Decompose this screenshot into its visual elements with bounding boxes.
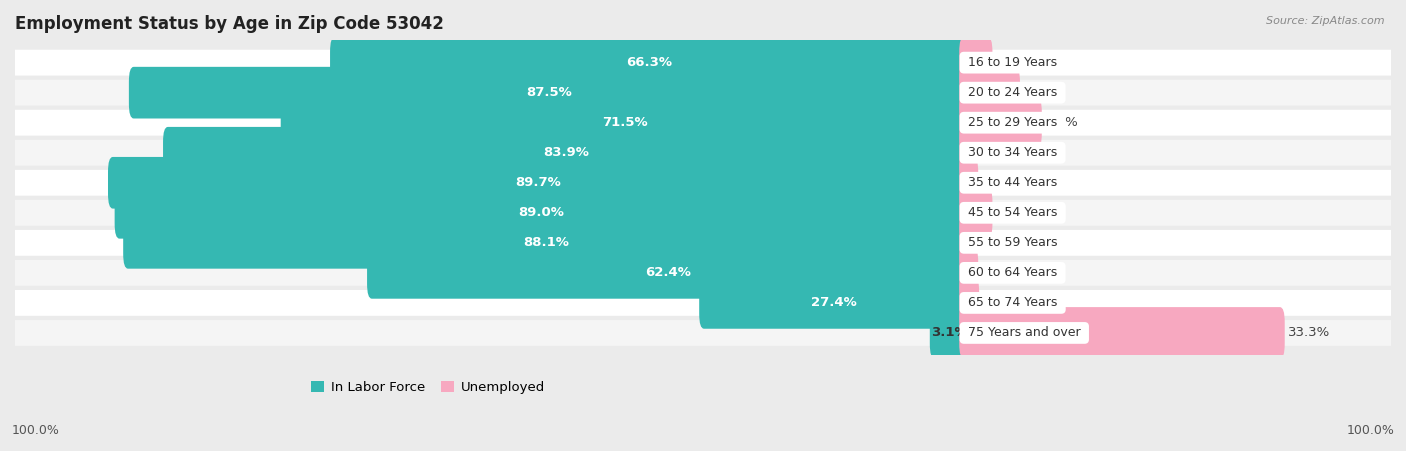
Text: 55 to 59 Years: 55 to 59 Years [965,236,1062,249]
Text: 1.1%: 1.1% [981,296,1015,309]
FancyBboxPatch shape [330,37,969,88]
FancyBboxPatch shape [15,260,1391,286]
Text: 7.7%: 7.7% [1045,116,1078,129]
Legend: In Labor Force, Unemployed: In Labor Force, Unemployed [305,376,550,399]
Text: 1.0%: 1.0% [981,176,1015,189]
Text: 100.0%: 100.0% [1347,424,1395,437]
FancyBboxPatch shape [959,157,979,209]
Text: 45 to 54 Years: 45 to 54 Years [965,206,1062,219]
Text: 33.3%: 33.3% [1288,327,1330,340]
FancyBboxPatch shape [15,50,1391,76]
FancyBboxPatch shape [15,110,1391,136]
Text: 60 to 64 Years: 60 to 64 Years [965,267,1062,279]
Text: 2.5%: 2.5% [995,56,1029,69]
Text: 3.1%: 3.1% [931,327,967,340]
FancyBboxPatch shape [15,200,1391,226]
Text: 1.0%: 1.0% [981,267,1015,279]
Text: 20 to 24 Years: 20 to 24 Years [965,86,1062,99]
FancyBboxPatch shape [959,247,979,299]
FancyBboxPatch shape [15,290,1391,316]
Text: 0.5%: 0.5% [976,146,1010,159]
Text: 71.5%: 71.5% [602,116,648,129]
Text: 88.1%: 88.1% [523,236,569,249]
Text: 35 to 44 Years: 35 to 44 Years [965,176,1062,189]
Text: 2.5%: 2.5% [995,206,1029,219]
FancyBboxPatch shape [163,127,969,179]
Text: Source: ZipAtlas.com: Source: ZipAtlas.com [1267,16,1385,26]
Text: 0.5%: 0.5% [976,236,1010,249]
Text: 89.0%: 89.0% [519,206,565,219]
Text: 27.4%: 27.4% [811,296,856,309]
Text: 16 to 19 Years: 16 to 19 Years [965,56,1062,69]
Text: Employment Status by Age in Zip Code 53042: Employment Status by Age in Zip Code 530… [15,15,444,33]
Text: 87.5%: 87.5% [526,86,572,99]
FancyBboxPatch shape [959,307,1285,359]
FancyBboxPatch shape [959,277,979,329]
FancyBboxPatch shape [959,187,993,239]
FancyBboxPatch shape [959,127,973,179]
FancyBboxPatch shape [108,157,969,209]
FancyBboxPatch shape [129,67,969,119]
FancyBboxPatch shape [959,217,973,269]
FancyBboxPatch shape [124,217,969,269]
FancyBboxPatch shape [699,277,969,329]
FancyBboxPatch shape [929,307,969,359]
Text: 89.7%: 89.7% [516,176,561,189]
FancyBboxPatch shape [367,247,969,299]
Text: 83.9%: 83.9% [543,146,589,159]
FancyBboxPatch shape [281,97,969,148]
FancyBboxPatch shape [15,80,1391,106]
Text: 66.3%: 66.3% [627,56,672,69]
FancyBboxPatch shape [115,187,969,239]
Text: 65 to 74 Years: 65 to 74 Years [965,296,1062,309]
Text: 100.0%: 100.0% [11,424,59,437]
Text: 25 to 29 Years: 25 to 29 Years [965,116,1062,129]
FancyBboxPatch shape [15,170,1391,196]
Text: 75 Years and over: 75 Years and over [965,327,1084,340]
FancyBboxPatch shape [15,230,1391,256]
FancyBboxPatch shape [959,97,1042,148]
Text: 30 to 34 Years: 30 to 34 Years [965,146,1062,159]
FancyBboxPatch shape [959,37,993,88]
FancyBboxPatch shape [15,140,1391,166]
Text: 5.4%: 5.4% [1022,86,1056,99]
FancyBboxPatch shape [959,67,1019,119]
FancyBboxPatch shape [15,320,1391,346]
Text: 62.4%: 62.4% [645,267,690,279]
